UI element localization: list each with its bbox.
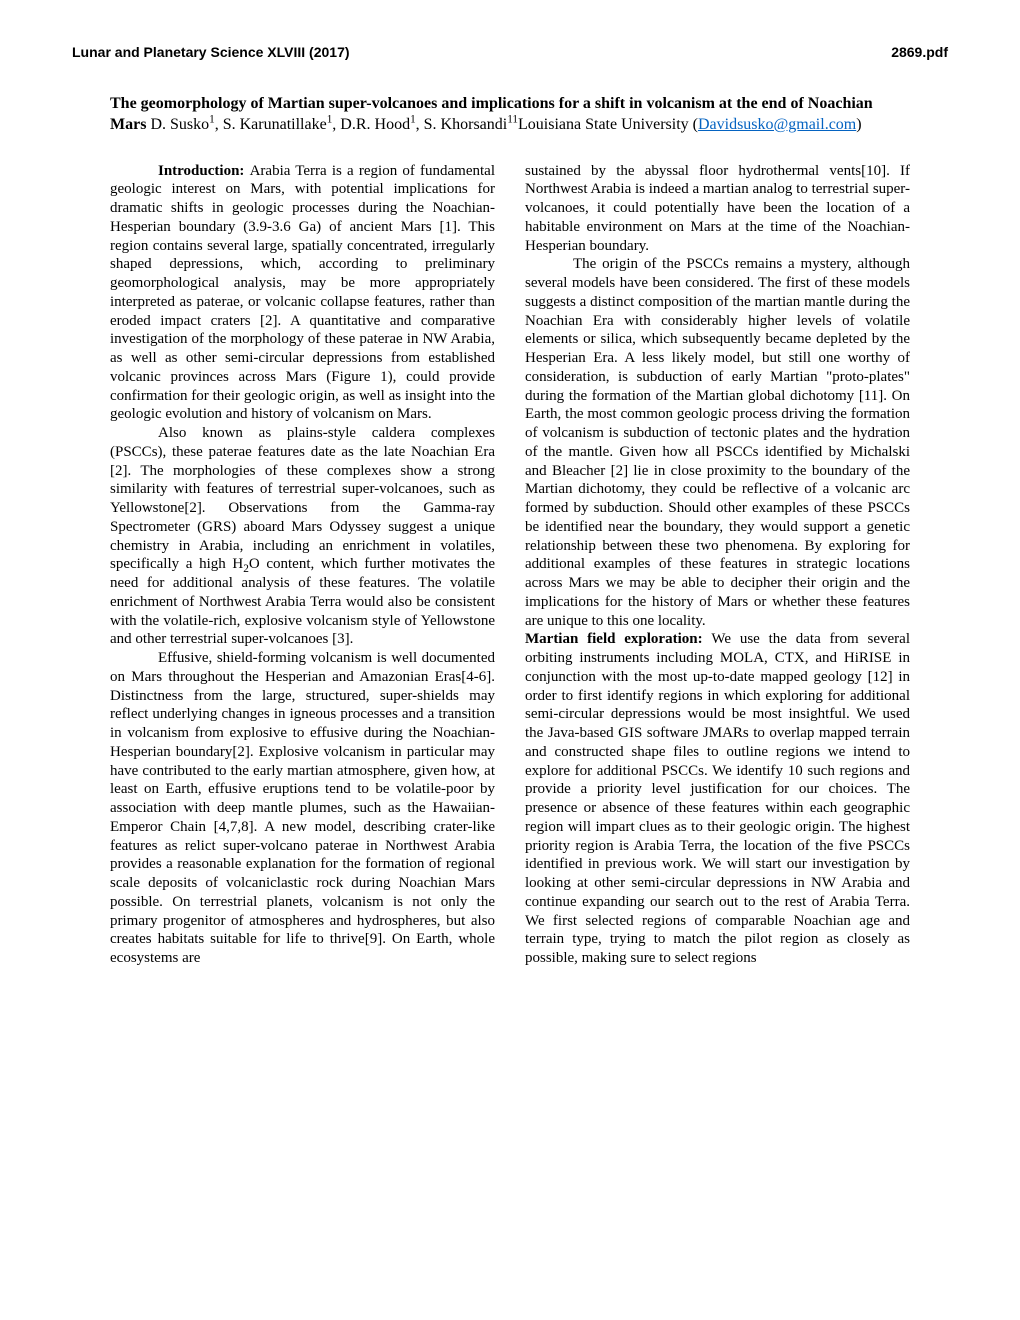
sustained-text: sustained by the abyssal floor hydrother… xyxy=(525,163,910,254)
affil-sup-4: 11 xyxy=(507,113,518,125)
effusive-text: Effusive, shield-forming volcanism is we… xyxy=(110,650,495,966)
closing-paren: ) xyxy=(856,116,861,133)
author-3: , D.R. Hood xyxy=(332,116,410,133)
email-link[interactable]: Davidsusko@gmail.com xyxy=(698,116,856,133)
author-2: , S. Karunatillake xyxy=(215,116,327,133)
pscc-text-a: Also known as plains-style caldera compl… xyxy=(110,425,495,572)
sustained-paragraph: sustained by the abyssal floor hydrother… xyxy=(525,162,910,256)
exploration-paragraph: Martian field exploration: We use the da… xyxy=(525,630,910,968)
intro-text: Arabia Terra is a region of fundamental … xyxy=(110,163,495,423)
origin-paragraph: The origin of the PSCCs remains a myster… xyxy=(525,255,910,630)
exploration-heading: Martian field exploration: xyxy=(525,631,711,647)
title-block: The geomorphology of Martian super-volca… xyxy=(72,94,948,136)
conference-name: Lunar and Planetary Science XLVIII (2017… xyxy=(72,44,350,60)
intro-heading: Introduction: xyxy=(158,163,250,179)
document-number: 2869.pdf xyxy=(891,44,948,60)
pscc-paragraph: Also known as plains-style caldera compl… xyxy=(110,424,495,649)
two-column-layout: Introduction: Arabia Terra is a region o… xyxy=(72,162,948,968)
affiliation: Louisiana State University ( xyxy=(518,116,698,133)
page-header: Lunar and Planetary Science XLVIII (2017… xyxy=(72,44,948,60)
author-4: , S. Khorsandi xyxy=(416,116,508,133)
origin-text: The origin of the PSCCs remains a myster… xyxy=(525,256,910,628)
column-right: sustained by the abyssal floor hydrother… xyxy=(525,162,910,968)
author-1: D. Susko xyxy=(150,116,209,133)
column-left: Introduction: Arabia Terra is a region o… xyxy=(110,162,495,968)
exploration-text: We use the data from several orbiting in… xyxy=(525,631,910,966)
intro-paragraph: Introduction: Arabia Terra is a region o… xyxy=(110,162,495,425)
effusive-paragraph: Effusive, shield-forming volcanism is we… xyxy=(110,649,495,968)
